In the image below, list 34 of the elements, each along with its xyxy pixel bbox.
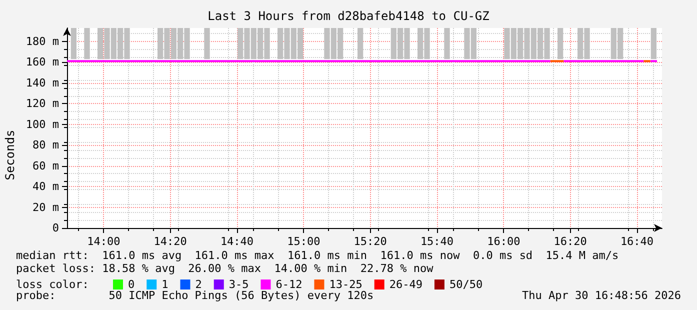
legend-label: 3-5 bbox=[228, 278, 249, 291]
y-tick-label: 80 m bbox=[32, 138, 60, 152]
x-tick-label: 16:20 bbox=[554, 235, 587, 248]
y-tick-label: 0 bbox=[52, 222, 59, 234]
x-tick-label: 15:20 bbox=[354, 235, 387, 248]
legend-label: 26-49 bbox=[389, 278, 422, 291]
legend-title: loss color: bbox=[16, 278, 89, 291]
legend-label: 2 bbox=[195, 278, 202, 291]
x-tick-label: 16:00 bbox=[487, 235, 520, 248]
legend-label: 13-25 bbox=[329, 278, 362, 291]
x-tick-label: 14:40 bbox=[220, 235, 254, 248]
y-tick-label: 160 m bbox=[26, 56, 60, 69]
x-tick-label: 16:40 bbox=[620, 235, 654, 248]
y-tick-label: 140 m bbox=[26, 76, 60, 90]
x-tick-label: 14:20 bbox=[154, 235, 187, 248]
x-tick-label: 14:00 bbox=[87, 235, 120, 248]
legend-label: 6-12 bbox=[276, 278, 302, 291]
legend-label: 50/50 bbox=[449, 278, 483, 291]
text: median rtt: 161.0 ms avg 161.0 ms max 161.0 ms min 161.0 ms now 0.0 ms sd 15.4 M am/s bbox=[16, 249, 619, 262]
x-tick-label: 15:40 bbox=[420, 235, 454, 248]
x-tick-label: 15:00 bbox=[287, 235, 320, 248]
legend-label: 1 bbox=[162, 278, 168, 291]
y-tick-label: 180 m bbox=[26, 34, 60, 48]
legend-label: 0 bbox=[128, 278, 135, 291]
text: packet loss: 18.58 % avg 26.00 % max 14.00 % min 22.78 % now bbox=[16, 262, 434, 275]
y-tick-label: 120 m bbox=[26, 97, 60, 110]
text: Thu Apr 30 16:48:56 2026 bbox=[522, 289, 681, 302]
y-tick-label: 40 m bbox=[32, 180, 60, 194]
y-tick-label: 20 m bbox=[32, 200, 60, 214]
y-tick-label: 60 m bbox=[32, 159, 60, 172]
y-axis-title: Seconds bbox=[3, 130, 17, 180]
y-tick-label: 100 m bbox=[26, 118, 60, 131]
chart-title: Last 3 Hours from d28bafeb4148 to CU-GZ bbox=[208, 9, 490, 23]
text: probe: 50 ICMP Echo Pings (56 Bytes) every 120s bbox=[16, 289, 374, 302]
